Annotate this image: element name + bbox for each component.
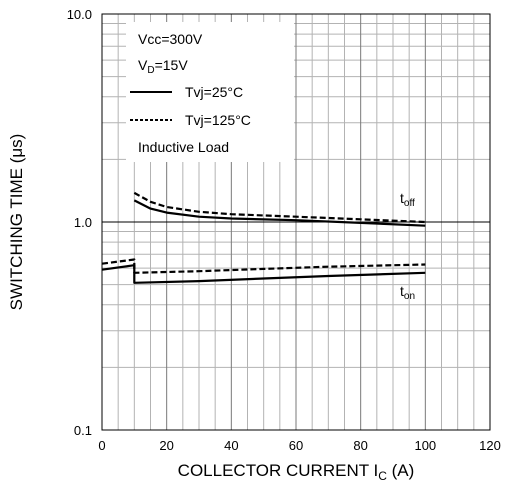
plot-frame — [101, 13, 491, 431]
x-tick-label: 60 — [289, 438, 303, 453]
x-tick-label: 120 — [479, 438, 501, 453]
legend-entry-25c: Tvj=25°C — [185, 84, 243, 100]
series-line — [133, 191, 426, 224]
curve-label-toff: toff — [400, 190, 415, 209]
x-tick-label: 80 — [353, 438, 367, 453]
series-lines — [101, 191, 426, 284]
y-tick-label: 0.1 — [74, 423, 92, 438]
x-tick-label: 100 — [414, 438, 436, 453]
x-tick-label: 0 — [98, 438, 105, 453]
legend-inductive-load: Inductive Load — [138, 139, 229, 155]
series-line — [133, 199, 426, 227]
x-axis-title: COLLECTOR CURRENT IC (A) — [178, 461, 415, 483]
legend-vcc-label: Vcc=300V — [138, 31, 203, 47]
x-tick-labels: 0 20 40 60 80 100 120 — [98, 438, 500, 453]
x-tick-label: 20 — [159, 438, 173, 453]
x-tick-label: 40 — [224, 438, 238, 453]
y-axis-title: SWITCHING TIME (μs) — [7, 134, 26, 311]
y-tick-labels: 0.1 1.0 10.0 — [67, 7, 92, 438]
legend-vd-label: VD=15V — [138, 57, 188, 76]
y-tick-label: 1.0 — [74, 215, 92, 230]
series-line — [101, 258, 426, 274]
curve-label-ton: ton — [400, 283, 415, 302]
y-tick-label: 10.0 — [67, 7, 92, 22]
legend-entry-125c: Tvj=125°C — [185, 112, 251, 128]
